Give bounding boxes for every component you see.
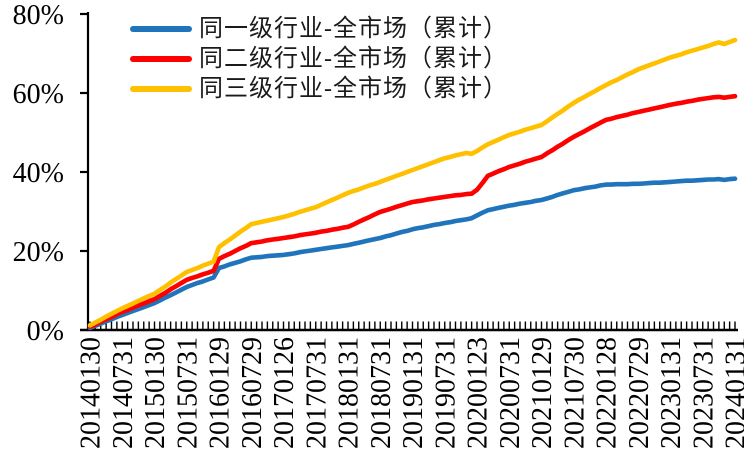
x-axis-tick-label: 20220128 — [592, 337, 623, 449]
legend-line-swatch-yellow — [130, 86, 192, 92]
x-axis-tick-label: 20150130 — [140, 337, 171, 449]
x-axis-tick-label: 20190131 — [398, 337, 429, 449]
x-axis-tick-label: 20240131 — [721, 337, 744, 449]
x-axis-tick-label: 20190731 — [430, 337, 461, 449]
x-axis-tick-label: 20220729 — [624, 337, 655, 449]
x-axis-tick-label: 20160129 — [205, 337, 236, 449]
x-axis-tick-label: 20210730 — [559, 337, 590, 449]
x-axis-tick-label: 20160729 — [237, 337, 268, 449]
x-axis-tick-label: 20230131 — [656, 337, 687, 449]
legend-item-level1: 同一级行业-全市场（累计） — [130, 14, 508, 44]
y-axis-tick-label: 40% — [13, 158, 64, 189]
x-axis-tick-label: 20140130 — [76, 337, 107, 449]
x-axis-tick-label: 20210129 — [527, 337, 558, 449]
legend-label-level1: 同一级行业-全市场（累计） — [199, 16, 508, 42]
series-line-2 — [87, 93, 738, 330]
x-axis-tick-label: 20200731 — [495, 337, 526, 449]
y-axis-tick-label: 0% — [27, 316, 64, 347]
legend-line-swatch-blue — [130, 26, 192, 32]
series-line-1 — [87, 176, 738, 331]
series-line-3 — [87, 37, 738, 328]
legend-label-level3: 同三级行业-全市场（累计） — [199, 76, 508, 102]
x-axis-tick-label: 20230731 — [688, 337, 719, 449]
x-axis-tick-label: 20170731 — [301, 337, 332, 449]
legend-line-swatch-red — [130, 56, 192, 62]
x-axis-tick-label: 20140731 — [108, 337, 139, 449]
x-axis-tick-label: 20150731 — [172, 337, 203, 449]
legend-item-level2: 同二级行业-全市场（累计） — [130, 44, 508, 74]
x-axis-tick-label: 20180731 — [366, 337, 397, 449]
x-axis-tick-label: 20200123 — [463, 337, 494, 449]
legend-label-level2: 同二级行业-全市场（累计） — [199, 46, 508, 72]
legend: 同一级行业-全市场（累计） 同二级行业-全市场（累计） 同三级行业-全市场（累计… — [130, 14, 508, 104]
x-axis-tick-label: 20170126 — [269, 337, 300, 449]
y-axis-tick-label: 80% — [13, 0, 64, 31]
x-axis-tick-label: 20180131 — [334, 337, 365, 449]
y-axis-tick-label: 60% — [13, 79, 64, 110]
legend-item-level3: 同三级行业-全市场（累计） — [130, 74, 508, 104]
y-axis-tick-label: 20% — [13, 237, 64, 268]
